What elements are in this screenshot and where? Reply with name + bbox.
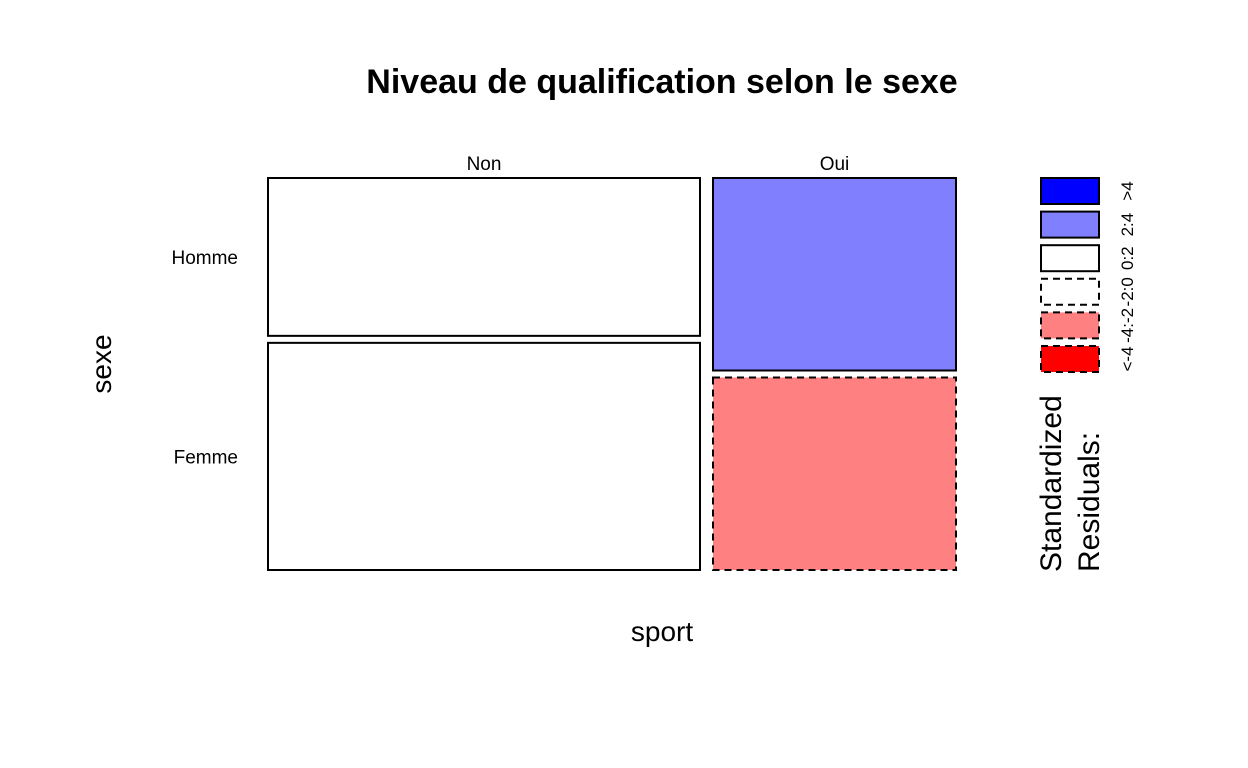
- tile-oui-femme: [712, 376, 957, 571]
- chart-title: Niveau de qualification selon le sexe: [366, 63, 957, 101]
- legend-swatch-gt4: [1040, 177, 1100, 205]
- tile-oui-homme: [712, 177, 957, 372]
- legend-swatch-lt-4: [1040, 345, 1100, 373]
- legend: >4 2:4 0:2 -2:0 -4:-2 <-4 Standardized Residu…: [1035, 177, 1137, 572]
- legend-swatch-2-0: [1040, 277, 1100, 306]
- x-level-label-oui: Oui: [820, 154, 850, 175]
- legend-title-line1: Standardized: [1035, 395, 1068, 572]
- tile-non-femme: [267, 341, 701, 571]
- legend-tick-4-2: -4:-2: [1118, 308, 1137, 343]
- x-axis-title: sport: [631, 616, 693, 647]
- y-level-labels: Homme Femme: [171, 248, 238, 469]
- y-level-label-femme: Femme: [174, 447, 238, 468]
- legend-swatches: [1040, 177, 1100, 373]
- legend-tick-lt-4: <-4: [1118, 346, 1137, 371]
- legend-tick-0-2: 0:2: [1118, 246, 1137, 270]
- legend-tick-gt4: >4: [1118, 181, 1137, 200]
- x-level-labels: Non Oui: [467, 154, 850, 175]
- legend-title-line2: Residuals:: [1073, 432, 1106, 572]
- mosaic-tiles: [267, 177, 957, 571]
- legend-tick-2-4: 2:4: [1118, 213, 1137, 237]
- legend-tick-labels: >4 2:4 0:2 -2:0 -4:-2 <-4: [1118, 181, 1137, 371]
- legend-swatch-0-2: [1040, 244, 1100, 273]
- legend-tick-2-0: -2:0: [1118, 277, 1137, 306]
- y-level-label-homme: Homme: [171, 248, 238, 269]
- legend-swatch-2-4: [1040, 210, 1100, 239]
- x-level-label-non: Non: [467, 154, 502, 175]
- y-axis-title: sexe: [86, 334, 117, 393]
- tile-non-homme: [267, 177, 701, 337]
- legend-swatch-4-2: [1040, 311, 1100, 340]
